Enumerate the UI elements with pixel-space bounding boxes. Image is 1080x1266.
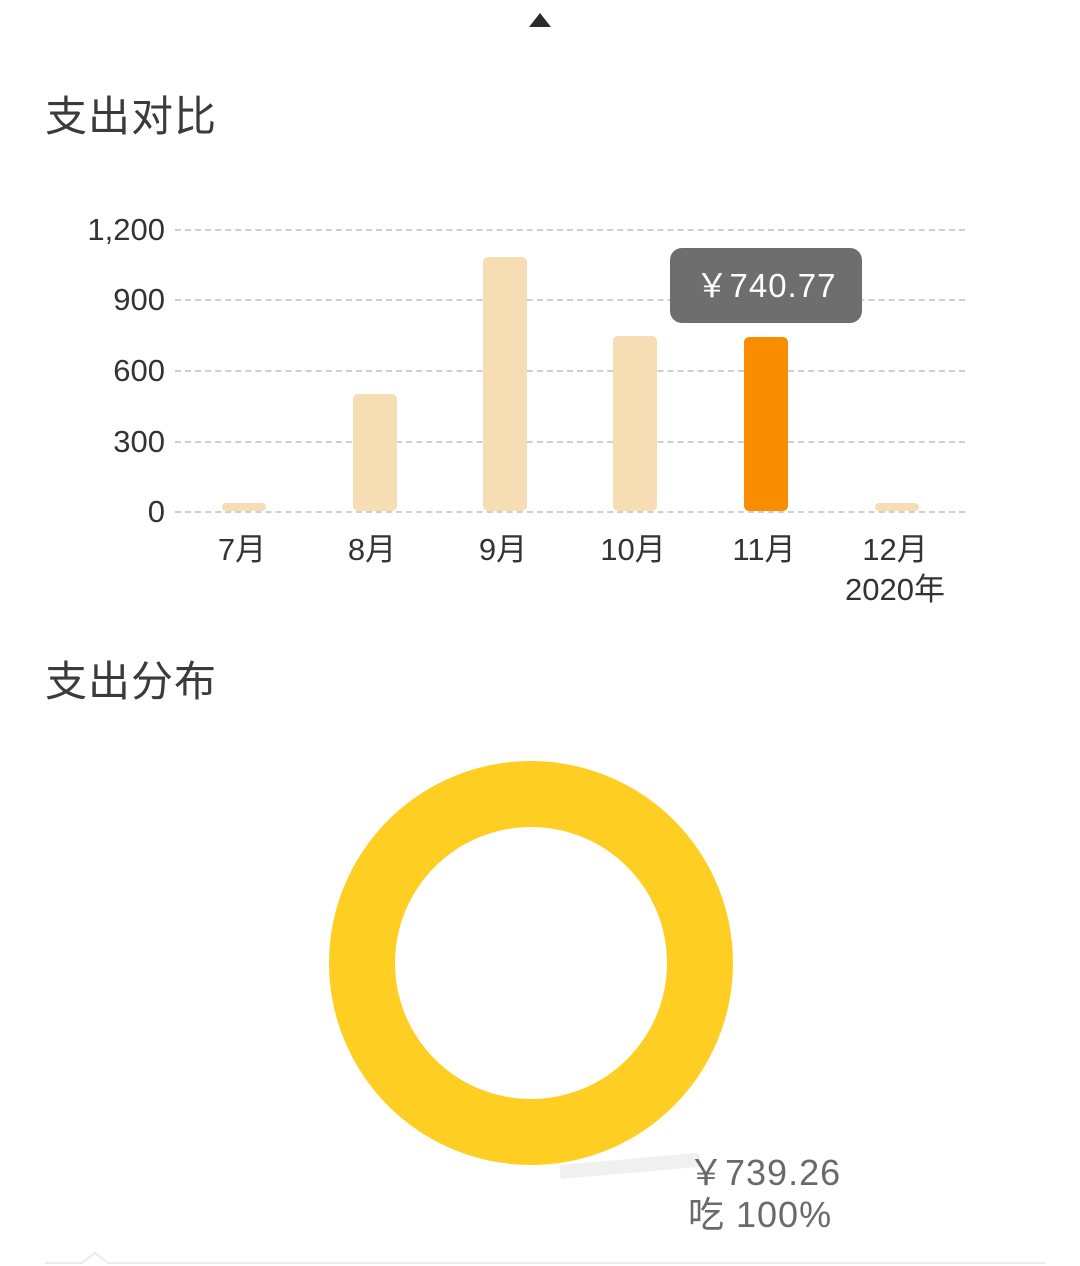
bar-chart: 1,200 900 600 300 0 ￥740.77 7月 8月 9月 10月… bbox=[0, 200, 1080, 607]
bar-value-tooltip: ￥740.77 bbox=[669, 247, 863, 323]
y-tick-0: 0 bbox=[147, 494, 165, 529]
gridline-0 bbox=[175, 511, 965, 513]
donut-hole bbox=[395, 827, 667, 1099]
x-tick-oct-label: 10月 bbox=[600, 532, 666, 567]
y-tick-300: 300 bbox=[113, 424, 165, 459]
bar-dec[interactable] bbox=[875, 503, 919, 511]
x-tick-jul: 7月 bbox=[162, 530, 322, 570]
bar-plot-area bbox=[175, 229, 965, 511]
bar-oct[interactable] bbox=[613, 335, 657, 511]
gridline-900 bbox=[175, 299, 965, 301]
page-title-expense-distribution: 支出分布 bbox=[45, 658, 218, 705]
x-tick-dec: 12月 2020年 bbox=[815, 530, 975, 609]
x-tick-nov-label: 11月 bbox=[732, 532, 796, 567]
bar-nov[interactable] bbox=[744, 336, 788, 511]
y-tick-1200: 1,200 bbox=[87, 212, 165, 247]
bar-jul[interactable] bbox=[222, 503, 266, 511]
x-tick-aug-label: 8月 bbox=[347, 532, 397, 567]
y-tick-600: 600 bbox=[113, 353, 165, 388]
donut-callout: ￥739.26 吃 100% bbox=[688, 1152, 841, 1237]
donut-chart: ￥739.26 吃 100% bbox=[0, 740, 1080, 1240]
y-tick-900: 900 bbox=[113, 282, 165, 317]
bar-sep[interactable] bbox=[483, 257, 527, 511]
caret-up-icon[interactable] bbox=[529, 13, 551, 27]
gridline-1200 bbox=[175, 229, 965, 231]
page-title-expense-comparison: 支出对比 bbox=[45, 93, 218, 140]
x-tick-dec-label: 12月 bbox=[862, 532, 928, 567]
x-tick-aug: 8月 bbox=[292, 530, 452, 570]
x-tick-dec-year: 2020年 bbox=[845, 571, 945, 607]
x-tick-oct: 10月 bbox=[553, 530, 713, 570]
gridline-300 bbox=[175, 441, 965, 443]
bottom-divider bbox=[0, 1252, 1080, 1266]
x-tick-nov: 11月 bbox=[684, 530, 844, 570]
gridline-600 bbox=[175, 370, 965, 372]
bar-aug[interactable] bbox=[353, 393, 397, 511]
x-tick-jul-label: 7月 bbox=[217, 532, 267, 567]
x-tick-sep: 9月 bbox=[423, 530, 583, 570]
donut-callout-category: 吃 100% bbox=[688, 1194, 833, 1236]
donut-callout-amount: ￥739.26 bbox=[688, 1152, 842, 1193]
bottom-divider-notch-icon bbox=[45, 1252, 1045, 1264]
x-tick-sep-label: 9月 bbox=[478, 532, 528, 567]
donut-slice-eat[interactable] bbox=[329, 761, 733, 1165]
